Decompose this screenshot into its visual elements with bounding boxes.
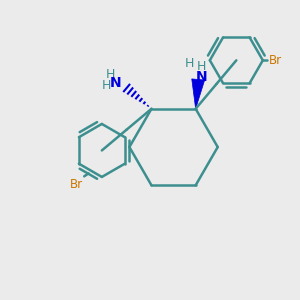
Text: Br: Br xyxy=(269,54,282,67)
Text: H: H xyxy=(197,60,206,73)
Text: H: H xyxy=(185,57,194,70)
Polygon shape xyxy=(192,79,205,109)
Text: N: N xyxy=(196,70,208,83)
Text: H: H xyxy=(106,68,115,81)
Text: Br: Br xyxy=(70,178,83,191)
Text: N: N xyxy=(110,76,121,90)
Text: H: H xyxy=(101,79,111,92)
